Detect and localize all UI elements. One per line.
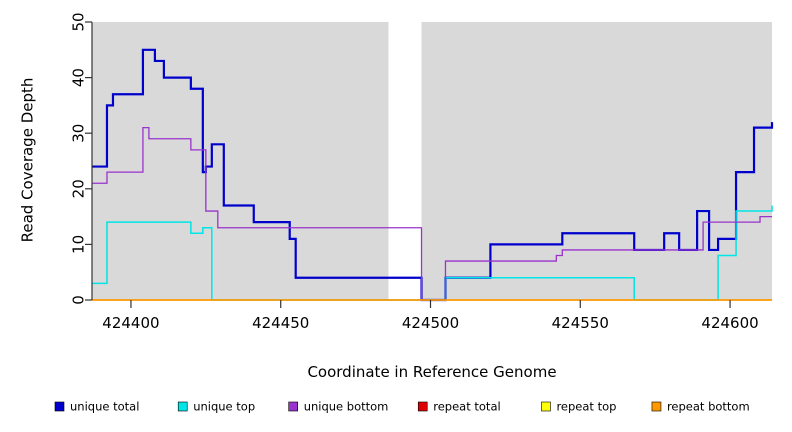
legend-label-repeat-bottom: repeat bottom	[667, 400, 750, 414]
x-tick-label-424450: 424450	[252, 314, 309, 332]
y-tick-label-0: 0	[70, 295, 88, 305]
y-axis-title: Read Coverage Depth	[19, 78, 37, 243]
legend-label-unique-top: unique top	[193, 400, 255, 414]
legend-swatch-repeat-bottom	[651, 401, 662, 412]
axis-labels-layer: 0 10 20 30 40 50 424400 424450 424500 424550 42460…	[70, 12, 759, 332]
legend: unique total unique top unique bottom repea…	[54, 400, 750, 414]
x-tick-label-424550: 424550	[552, 314, 609, 332]
x-tick-label-424400: 424400	[102, 314, 159, 332]
legend-label-repeat-total: repeat total	[433, 400, 500, 414]
shaded-region-layer	[92, 22, 772, 300]
y-tick-label-40: 40	[70, 68, 88, 87]
shaded-region-1	[421, 22, 772, 300]
coverage-gap-region	[388, 22, 422, 300]
x-axis-title: Coordinate in Reference Genome	[307, 363, 556, 381]
legend-swatch-unique-total	[54, 401, 65, 412]
shaded-region-0	[92, 22, 389, 300]
legend-label-repeat-top: repeat top	[556, 400, 616, 414]
series-layer	[92, 48, 774, 302]
y-tick-label-50: 50	[70, 12, 88, 31]
y-tick-label-30: 30	[70, 124, 88, 143]
legend-label-unique-bottom: unique bottom	[304, 400, 389, 414]
legend-label-unique-total: unique total	[70, 400, 139, 414]
y-tick-label-20: 20	[70, 179, 88, 198]
axes-layer	[85, 21, 731, 308]
legend-swatch-unique-top	[177, 401, 188, 412]
legend-swatch-unique-bottom	[288, 401, 299, 412]
legend-swatch-repeat-total	[417, 401, 428, 412]
y-tick-label-10: 10	[70, 235, 88, 254]
x-tick-label-424500: 424500	[402, 314, 459, 332]
series-line-unique-bottom	[92, 126, 772, 301]
legend-swatch-repeat-top	[541, 401, 551, 412]
x-tick-label-424600: 424600	[701, 314, 758, 332]
